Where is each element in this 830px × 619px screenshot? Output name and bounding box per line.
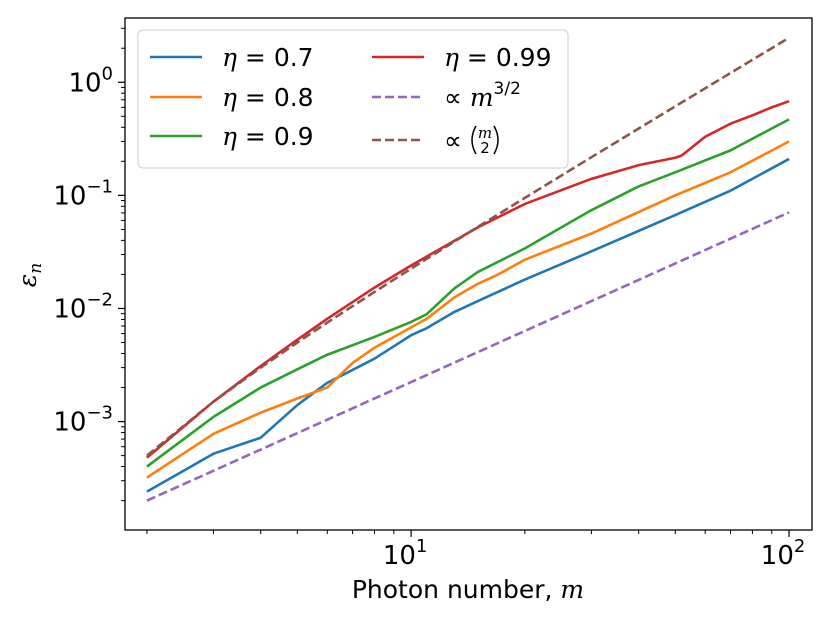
y-axis-title-sub: n: [26, 263, 46, 274]
legend-label-var: m: [470, 83, 494, 112]
binom-right-paren: [493, 125, 499, 155]
series-line-6: [146, 36, 790, 457]
series-line-4: [146, 99, 790, 459]
y-tick-label-exp: −3: [86, 403, 113, 424]
legend-item-6: ∝ m2: [372, 124, 499, 157]
legend-label: η = 0.7: [222, 43, 314, 72]
legend-box: [137, 29, 569, 169]
legend-item-3: η = 0.9: [150, 122, 314, 151]
legend-label-value: = 0.99: [459, 43, 552, 72]
series-layer: [146, 36, 790, 502]
y-axis-title-var: ε: [13, 274, 42, 287]
y-tick-label: 100: [68, 63, 113, 98]
x-tick-label-base: 10: [383, 541, 416, 571]
legend-item-2: η = 0.8: [150, 83, 314, 112]
x-tick-label-exp: 2: [794, 536, 805, 557]
legend-label: ∝ m3/2: [444, 79, 521, 112]
binom-top: m: [478, 124, 492, 142]
series-line-3: [146, 118, 790, 468]
binom-left-paren: [471, 125, 477, 155]
legend-label: η = 0.8: [222, 83, 314, 112]
x-tick-label-exp: 1: [416, 536, 427, 557]
x-tick-label-base: 10: [761, 541, 794, 571]
x-axis-title-prefix: Photon number,: [352, 575, 561, 604]
y-tick-label-base: 10: [53, 294, 86, 324]
legend: η = 0.7η = 0.8η = 0.9η = 0.99∝ m3/2∝ m2: [137, 29, 569, 169]
legend-label: ∝: [444, 126, 462, 155]
legend-item-5: ∝ m3/2: [372, 79, 521, 112]
legend-entries: η = 0.7η = 0.8η = 0.9η = 0.99∝ m3/2∝ m2: [150, 43, 552, 157]
y-tick-label-exp: −2: [86, 289, 113, 310]
legend-label-prefix: ∝: [444, 83, 470, 112]
legend-label-value: = 0.8: [237, 83, 314, 112]
legend-label-var: η: [222, 122, 237, 151]
y-tick-label: 10−2: [53, 289, 113, 324]
legend-item-4: η = 0.99: [372, 43, 552, 72]
series-line-1: [146, 157, 790, 493]
legend-item-1: η = 0.7: [150, 43, 314, 72]
legend-label-value: = 0.7: [237, 43, 314, 72]
legend-label: η = 0.9: [222, 122, 314, 151]
y-tick-label: 10−3: [53, 403, 113, 438]
x-tick-label: 102: [761, 536, 806, 571]
legend-label-sup: 3/2: [494, 79, 521, 99]
legend-label-value: = 0.9: [237, 122, 314, 151]
x-axis-title-var: m: [560, 575, 584, 604]
legend-label-var: η: [444, 43, 459, 72]
series-line-5: [146, 211, 790, 502]
legend-label-var: η: [222, 83, 237, 112]
binom-bottom: 2: [480, 139, 490, 157]
series-line-2: [146, 140, 790, 479]
legend-label-var: η: [222, 43, 237, 72]
x-tick-label: 101: [383, 536, 428, 571]
x-axis-title: Photon number, m: [352, 575, 584, 604]
y-tick-label-base: 10: [53, 408, 86, 438]
y-tick-label-base: 10: [53, 181, 86, 211]
legend-label: η = 0.99: [444, 43, 552, 72]
y-tick-label: 10−1: [53, 176, 113, 211]
y-tick-label-exp: −1: [86, 176, 113, 197]
y-tick-label-base: 10: [68, 68, 101, 98]
y-axis-title: εn: [13, 263, 46, 287]
y-tick-label-exp: 0: [102, 63, 113, 84]
legend-label-prefix: ∝: [444, 126, 462, 155]
